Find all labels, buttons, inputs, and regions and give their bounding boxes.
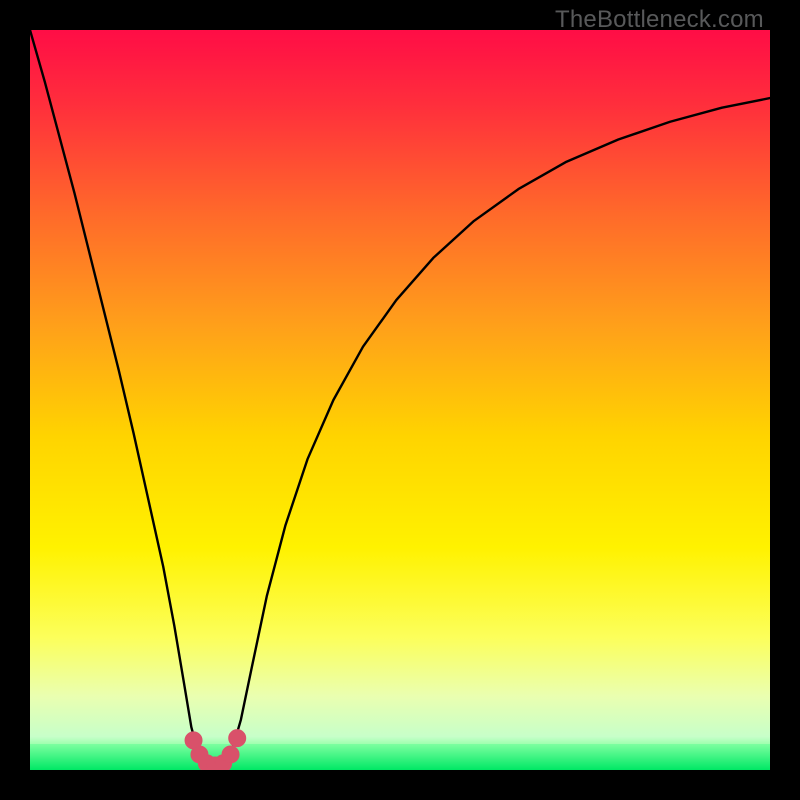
trough-marker-group — [185, 730, 246, 770]
trough-marker — [222, 746, 239, 763]
plot-svg-layer — [30, 30, 770, 770]
chart-stage: TheBottleneck.com — [0, 0, 800, 800]
trough-marker — [229, 730, 246, 747]
plot-frame — [30, 30, 770, 770]
bottleneck-curve — [30, 30, 770, 767]
watermark-text: TheBottleneck.com — [555, 6, 764, 34]
